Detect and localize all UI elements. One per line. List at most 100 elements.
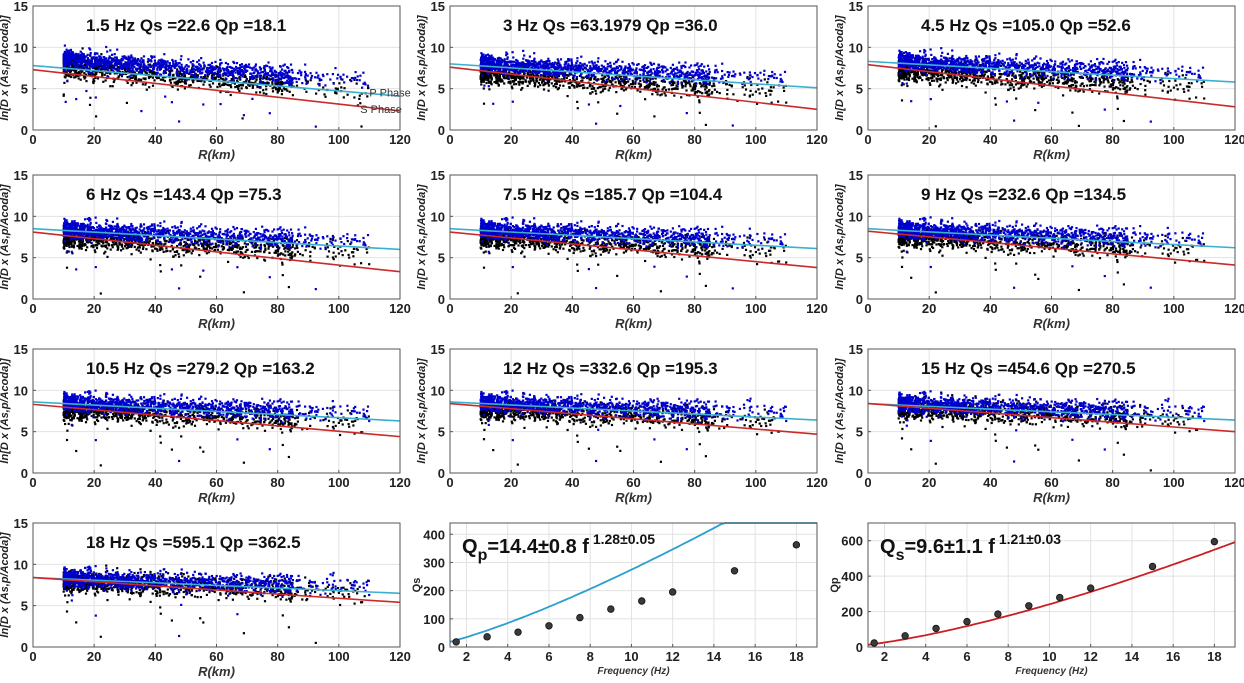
p-phase-point xyxy=(558,64,561,67)
p-phase-point xyxy=(668,75,671,78)
s-phase-point xyxy=(751,93,754,96)
p-phase-point xyxy=(107,65,110,68)
s-phase-point xyxy=(179,70,182,73)
s-phase-point xyxy=(279,87,282,90)
s-phase-point xyxy=(206,75,209,78)
p-phase-point xyxy=(321,73,324,76)
s-phase-point xyxy=(247,83,250,86)
p-phase-point xyxy=(106,75,109,78)
p-phase-point xyxy=(695,69,699,72)
s-phase-point xyxy=(616,112,619,115)
p-phase-point xyxy=(502,69,505,72)
p-phase-point xyxy=(98,63,101,66)
p-phase-point xyxy=(244,69,248,73)
p-phase-point xyxy=(316,76,319,79)
s-phase-point xyxy=(743,93,746,96)
s-phase-point xyxy=(113,79,116,82)
s-phase-point xyxy=(134,78,138,81)
p-phase-point xyxy=(501,73,505,76)
s-phase-point xyxy=(155,75,158,78)
p-phase-point xyxy=(73,61,76,64)
p-phase-point xyxy=(504,70,507,73)
p-phase-point xyxy=(153,65,156,69)
s-phase-point xyxy=(507,77,510,80)
p-phase-point xyxy=(568,64,571,67)
s-phase-point xyxy=(202,67,205,70)
p-phase-point xyxy=(155,71,158,74)
p-phase-point xyxy=(672,73,675,76)
s-phase-point xyxy=(521,87,524,90)
s-phase-point xyxy=(688,83,692,86)
s-phase-point xyxy=(501,71,504,74)
p-phase-point xyxy=(350,77,353,80)
s-phase-point xyxy=(184,82,187,85)
s-phase-point xyxy=(237,87,240,91)
s-phase-point xyxy=(1012,86,1015,89)
p-phase-point xyxy=(209,63,212,66)
p-phase-point xyxy=(96,60,99,63)
p-phase-point xyxy=(534,64,537,67)
y-tick-label: 0 xyxy=(438,123,445,138)
p-phase-point xyxy=(218,71,221,74)
s-phase-point xyxy=(1069,85,1072,88)
p-phase-point xyxy=(703,65,706,68)
s-phase-point xyxy=(898,77,901,80)
p-phase-point xyxy=(580,72,583,75)
s-phase-point xyxy=(1017,64,1020,67)
s-phase-point xyxy=(209,85,212,88)
p-phase-point xyxy=(566,68,569,71)
s-phase-point xyxy=(1036,78,1039,81)
p-phase-point xyxy=(627,73,630,76)
p-phase-point xyxy=(106,50,109,53)
s-phase-point xyxy=(707,90,710,93)
s-phase-point xyxy=(620,87,623,91)
p-phase-point xyxy=(634,80,637,83)
p-phase-point xyxy=(600,64,603,67)
p-phase-point xyxy=(683,76,686,79)
p-phase-point xyxy=(620,68,623,71)
s-phase-point xyxy=(511,74,514,77)
p-phase-point xyxy=(783,70,787,73)
p-phase-point xyxy=(283,69,286,72)
p-phase-point xyxy=(170,67,173,70)
s-phase-point xyxy=(916,71,919,74)
s-phase-point xyxy=(77,77,80,80)
p-phase-point xyxy=(143,63,146,66)
p-phase-point xyxy=(281,74,284,77)
p-phase-point xyxy=(126,57,129,60)
s-phase-point xyxy=(228,84,231,87)
p-phase-point xyxy=(721,75,724,78)
p-phase-point xyxy=(684,66,687,69)
s-phase-point xyxy=(1011,74,1014,77)
s-phase-fit-line xyxy=(449,66,818,111)
p-phase-point xyxy=(580,55,583,58)
s-phase-point xyxy=(78,71,81,74)
s-phase-point xyxy=(338,82,341,85)
p-phase-point xyxy=(727,75,730,78)
s-phase-point xyxy=(265,78,268,81)
s-phase-point xyxy=(902,83,905,86)
p-phase-point xyxy=(268,112,271,115)
s-phase-point xyxy=(1006,74,1009,77)
p-phase-point xyxy=(511,60,514,63)
s-phase-point xyxy=(543,74,546,77)
s-phase-point xyxy=(1033,73,1036,76)
p-phase-point xyxy=(73,55,76,58)
p-phase-point xyxy=(121,55,124,58)
p-phase-point xyxy=(714,64,717,67)
p-phase-point xyxy=(700,63,703,66)
s-phase-point xyxy=(1007,88,1010,92)
s-phase-point xyxy=(486,74,489,77)
p-phase-point xyxy=(67,63,70,66)
s-phase-point xyxy=(1122,84,1125,87)
p-phase-point xyxy=(193,70,196,73)
p-phase-point xyxy=(511,51,514,54)
p-phase-point xyxy=(487,63,490,66)
p-phase-point xyxy=(534,72,537,75)
s-phase-point xyxy=(725,83,728,86)
p-phase-point xyxy=(83,58,86,61)
s-phase-point xyxy=(589,92,592,95)
p-phase-point xyxy=(64,69,67,72)
p-phase-point xyxy=(622,71,625,74)
s-phase-point xyxy=(898,74,901,77)
